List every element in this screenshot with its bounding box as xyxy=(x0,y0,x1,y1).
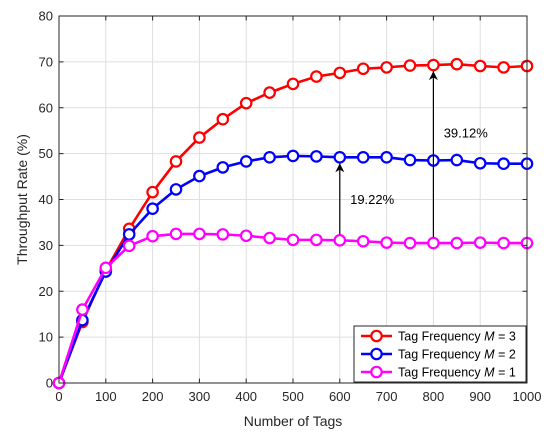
annotation: 19.22% xyxy=(335,163,395,235)
data-point xyxy=(450,236,464,250)
data-point xyxy=(403,153,417,167)
legend-entry: Tag Frequency M = 3 xyxy=(361,330,516,344)
data-point xyxy=(263,231,276,245)
data-point xyxy=(450,57,464,71)
data-point xyxy=(286,233,300,247)
data-point xyxy=(356,150,370,164)
y-axis-label: Throughput Rate (%) xyxy=(14,134,30,265)
x-tick-label: 900 xyxy=(469,389,491,404)
data-point xyxy=(310,150,323,163)
data-point xyxy=(473,59,487,73)
data-point xyxy=(473,236,487,249)
data-point xyxy=(427,236,440,250)
x-tick-label: 0 xyxy=(55,389,62,404)
data-point xyxy=(356,234,370,248)
annotation-label: 19.22% xyxy=(350,192,395,207)
data-point xyxy=(76,303,89,316)
y-tick-label: 60 xyxy=(39,100,53,115)
x-tick-label: 300 xyxy=(189,389,211,404)
legend-swatch-marker xyxy=(370,329,383,343)
y-tick-label: 70 xyxy=(39,54,53,69)
data-point xyxy=(239,155,253,168)
annotation-layer: 19.22% 39.12% xyxy=(335,71,489,238)
data-point xyxy=(333,66,347,80)
data-point xyxy=(286,77,300,91)
x-tick-label: 700 xyxy=(376,389,398,404)
x-axis-label: Number of Tags xyxy=(244,413,343,429)
x-tick-label: 200 xyxy=(142,389,164,404)
y-tick-label: 80 xyxy=(39,9,53,24)
data-point xyxy=(146,185,159,199)
x-tick-label: 400 xyxy=(235,389,257,404)
data-point xyxy=(263,150,276,164)
data-point xyxy=(473,156,487,170)
data-point xyxy=(216,161,230,174)
data-point xyxy=(310,233,323,247)
data-point xyxy=(403,236,417,250)
data-point xyxy=(122,228,136,241)
data-point xyxy=(169,155,183,168)
data-point xyxy=(239,229,253,243)
data-point xyxy=(146,202,159,215)
data-point xyxy=(122,239,136,253)
data-point xyxy=(99,261,113,275)
data-point xyxy=(216,228,230,241)
legend-label: Tag Frequency M = 3 xyxy=(398,330,516,344)
data-point xyxy=(286,149,300,163)
x-tick-label: 1000 xyxy=(513,389,542,404)
legend: Tag Frequency M = 3 Tag Frequency M = 2 Ta… xyxy=(353,325,527,383)
legend-swatch-marker xyxy=(370,365,383,379)
data-point xyxy=(497,236,510,250)
data-point xyxy=(333,150,347,164)
data-point xyxy=(450,153,464,167)
y-tick-label: 30 xyxy=(39,238,53,253)
x-tick-label: 500 xyxy=(282,389,304,404)
y-tick-label: 10 xyxy=(39,330,53,345)
legend-swatch-marker xyxy=(370,347,383,361)
data-point xyxy=(380,61,393,74)
data-point xyxy=(193,169,206,183)
annotation-label: 39.12% xyxy=(444,125,489,140)
data-point xyxy=(380,236,393,249)
x-tick-label: 600 xyxy=(329,389,351,404)
x-tick-labels: 0 100 200 300 400 500 600 700 800 900 1000 xyxy=(55,389,541,404)
data-point xyxy=(263,86,276,99)
y-tick-label: 50 xyxy=(39,146,53,161)
legend-entry: Tag Frequency M = 2 xyxy=(361,348,516,362)
data-point xyxy=(310,70,323,83)
annotation: 39.12% xyxy=(428,71,489,238)
data-point xyxy=(497,157,510,171)
data-point xyxy=(239,96,253,110)
y-tick-label: 20 xyxy=(39,284,53,299)
data-point xyxy=(216,112,230,126)
data-point xyxy=(380,150,393,164)
data-point xyxy=(146,229,159,243)
y-tick-labels: 0 10 20 30 40 50 60 70 80 xyxy=(39,9,53,391)
legend-label: Tag Frequency M = 1 xyxy=(398,366,516,380)
y-tick-label: 0 xyxy=(46,376,53,391)
data-point xyxy=(403,59,417,72)
legend-entry: Tag Frequency M = 1 xyxy=(361,366,516,380)
data-point xyxy=(193,131,206,144)
data-point xyxy=(427,58,440,72)
data-point xyxy=(169,227,183,241)
y-tick-label: 40 xyxy=(39,192,53,207)
x-tick-label: 800 xyxy=(423,389,445,404)
data-point xyxy=(356,62,370,76)
data-point xyxy=(193,227,206,241)
data-point xyxy=(497,61,510,74)
data-point xyxy=(333,234,347,247)
x-tick-label: 100 xyxy=(95,389,117,404)
data-point xyxy=(169,183,183,196)
legend-label: Tag Frequency M = 2 xyxy=(398,348,516,362)
